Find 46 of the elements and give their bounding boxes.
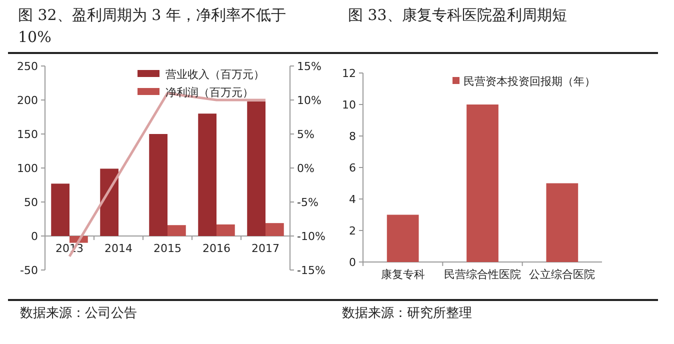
legend-label: 营业收入（百万元） bbox=[166, 68, 264, 81]
x-tick-label: 2014 bbox=[104, 242, 132, 255]
y-tick-label: 10 bbox=[342, 98, 356, 112]
y2-tick-label: 15% bbox=[297, 60, 322, 73]
bar bbox=[247, 101, 266, 236]
x-tick-label: 2017 bbox=[252, 242, 280, 255]
y-tick-label: 0 bbox=[349, 256, 356, 269]
y2-tick-label: 0% bbox=[297, 162, 314, 175]
source-note: 数据来源：研究所整理 bbox=[342, 305, 472, 322]
y-tick-label: 4 bbox=[349, 193, 356, 206]
y2-tick-label: -15% bbox=[297, 264, 326, 277]
x-tick-label: 2016 bbox=[202, 242, 230, 255]
y-tick-label: 2 bbox=[349, 224, 356, 238]
y2-tick-label: 5% bbox=[297, 128, 314, 141]
y-tick-label: 150 bbox=[17, 128, 38, 141]
legend-label: 净利润（百万元） bbox=[166, 86, 254, 99]
y-tick-label: 12 bbox=[342, 67, 356, 80]
y2-tick-label: -5% bbox=[297, 196, 318, 209]
x-tick-label: 康复专科 bbox=[380, 268, 425, 281]
bar bbox=[51, 184, 70, 236]
y-tick-label: 6 bbox=[349, 162, 356, 174]
bar bbox=[386, 214, 419, 262]
x-tick-label: 2015 bbox=[154, 242, 182, 255]
y-tick-label: 50 bbox=[24, 196, 38, 209]
y-tick-label: -50 bbox=[20, 264, 38, 277]
bar bbox=[149, 134, 168, 236]
y2-tick-label: 10% bbox=[297, 94, 322, 107]
bar bbox=[546, 183, 578, 262]
bar bbox=[216, 224, 235, 236]
y-tick-label: 200 bbox=[17, 94, 38, 107]
x-tick-label: 公立综合医院 bbox=[529, 268, 596, 281]
x-tick-label: 民营综合性医院 bbox=[444, 268, 521, 281]
bar bbox=[100, 168, 118, 236]
y-tick-label: 250 bbox=[17, 60, 38, 73]
legend-label: 民营资本投资回报期（年） bbox=[464, 75, 596, 88]
chart-title: 图 33、康复专科医院盈利周期短 bbox=[348, 5, 568, 26]
bar bbox=[198, 114, 216, 236]
y2-tick-label: -10% bbox=[297, 230, 326, 243]
bar bbox=[466, 104, 498, 262]
y-tick-label: 0 bbox=[31, 230, 38, 243]
source-note: 数据来源：公司公告 bbox=[20, 305, 137, 322]
chart-title: 图 32、盈利周期为 3 年，净利率不低于 10% bbox=[18, 5, 287, 48]
y-tick-label: 100 bbox=[17, 162, 38, 175]
bar bbox=[266, 223, 284, 236]
bar bbox=[168, 225, 186, 236]
y-tick-label: 8 bbox=[349, 130, 356, 143]
